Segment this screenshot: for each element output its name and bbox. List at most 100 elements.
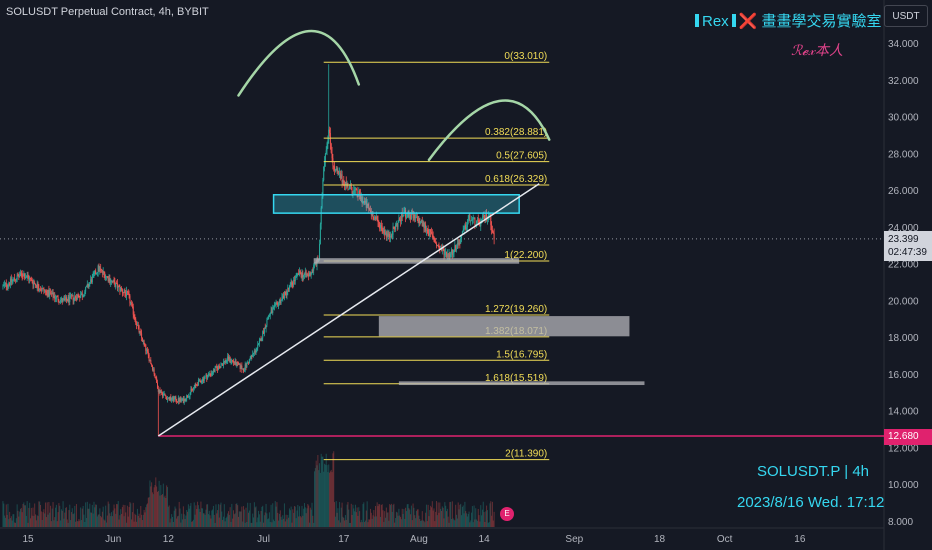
volume-bar bbox=[315, 460, 317, 527]
x-tick-label: Jul bbox=[257, 534, 270, 545]
candle-body bbox=[395, 224, 397, 230]
volume-bar bbox=[67, 522, 69, 527]
candle-body bbox=[68, 297, 70, 302]
candle-body bbox=[92, 273, 94, 277]
volume-bar bbox=[9, 518, 11, 527]
x-tick-label: Sep bbox=[565, 534, 583, 545]
volume-bar bbox=[456, 514, 458, 527]
volume-bar bbox=[118, 519, 120, 527]
candle-body bbox=[372, 213, 374, 219]
volume-bar bbox=[77, 521, 79, 527]
volume-bar bbox=[430, 505, 432, 527]
candle-body bbox=[13, 278, 15, 280]
candle-body bbox=[196, 384, 198, 386]
candle-body bbox=[101, 269, 103, 271]
brand-prefix: Rex bbox=[702, 13, 729, 30]
candle-body bbox=[349, 185, 351, 187]
candle-body bbox=[217, 367, 219, 370]
candle-body bbox=[363, 201, 365, 202]
volume-bar bbox=[463, 513, 465, 527]
candle-body bbox=[301, 272, 303, 278]
candle-body bbox=[102, 271, 104, 273]
volume-bar bbox=[121, 507, 123, 527]
volume-bar bbox=[138, 513, 140, 527]
volume-bar bbox=[166, 485, 168, 527]
volume-bar bbox=[86, 501, 88, 527]
candle-body bbox=[263, 327, 265, 334]
support-zone bbox=[378, 316, 630, 337]
volume-bar bbox=[222, 516, 224, 527]
candle-body bbox=[356, 188, 358, 195]
volume-bar bbox=[127, 516, 129, 527]
volume-bar bbox=[153, 487, 155, 527]
candle-body bbox=[82, 295, 84, 297]
candle-body bbox=[379, 222, 381, 229]
candle-body bbox=[307, 274, 309, 276]
candle-body bbox=[433, 237, 435, 242]
volume-bar bbox=[472, 522, 474, 527]
volume-bar bbox=[275, 506, 277, 527]
volume-bar bbox=[218, 517, 220, 527]
earnings-flag-icon[interactable]: E bbox=[500, 507, 514, 521]
volume-bar bbox=[337, 508, 339, 527]
candle-body bbox=[106, 276, 108, 278]
volume-bar bbox=[367, 522, 369, 527]
volume-bar bbox=[314, 471, 316, 527]
candle-body bbox=[236, 362, 238, 366]
candle-body bbox=[104, 273, 106, 279]
shoulder-arc bbox=[237, 29, 361, 97]
volume-bar bbox=[51, 508, 53, 527]
volume-bar bbox=[73, 513, 75, 527]
volume-bar bbox=[285, 514, 287, 527]
volume-bar bbox=[48, 502, 50, 527]
volume-bar bbox=[50, 505, 52, 527]
candle-body bbox=[402, 216, 404, 217]
candle-body bbox=[424, 224, 426, 229]
candle-body bbox=[245, 364, 247, 367]
fib-level-label: 1.618(15.519) bbox=[485, 373, 547, 384]
volume-bar bbox=[149, 480, 151, 527]
volume-bar bbox=[187, 504, 189, 527]
volume-bar bbox=[493, 511, 495, 527]
volume-bar bbox=[98, 514, 100, 527]
candle-body bbox=[314, 263, 316, 265]
volume-bar bbox=[231, 503, 233, 527]
candle-body bbox=[369, 209, 371, 211]
candle-body bbox=[425, 224, 427, 231]
volume-bar bbox=[277, 512, 279, 527]
volume-bar bbox=[333, 451, 335, 527]
candle-body bbox=[64, 299, 66, 300]
candle-body bbox=[201, 381, 203, 383]
currency-button[interactable]: USDT bbox=[884, 5, 928, 27]
candle-body bbox=[155, 377, 157, 378]
watermark-symbol: SOLUSDT.P | 4h bbox=[757, 463, 870, 480]
candle-body bbox=[130, 303, 132, 305]
candle-body bbox=[141, 337, 143, 342]
volume-bar bbox=[176, 518, 178, 527]
volume-bar bbox=[146, 503, 148, 527]
volume-bar bbox=[189, 505, 191, 527]
candle-body bbox=[277, 303, 279, 307]
candle-body bbox=[243, 368, 245, 372]
candle-body bbox=[139, 331, 141, 333]
volume-bar bbox=[441, 506, 443, 527]
volume-bar bbox=[10, 516, 12, 527]
candle-body bbox=[59, 301, 61, 303]
volume-bar bbox=[237, 505, 239, 527]
volume-bar bbox=[25, 515, 27, 527]
candle-body bbox=[430, 231, 432, 234]
volume-bar bbox=[38, 501, 40, 527]
candle-body bbox=[178, 397, 180, 402]
volume-bar bbox=[182, 519, 184, 527]
volume-bar bbox=[76, 521, 78, 527]
candle-body bbox=[328, 129, 330, 141]
volume-bar bbox=[111, 516, 113, 527]
candle-body bbox=[159, 389, 161, 393]
bar-countdown: 02:47:39 bbox=[888, 247, 927, 258]
volume-bar bbox=[105, 505, 107, 527]
candle-body bbox=[197, 379, 199, 386]
candle-body bbox=[188, 395, 190, 397]
volume-bar bbox=[37, 516, 39, 527]
candle-body bbox=[441, 248, 443, 251]
